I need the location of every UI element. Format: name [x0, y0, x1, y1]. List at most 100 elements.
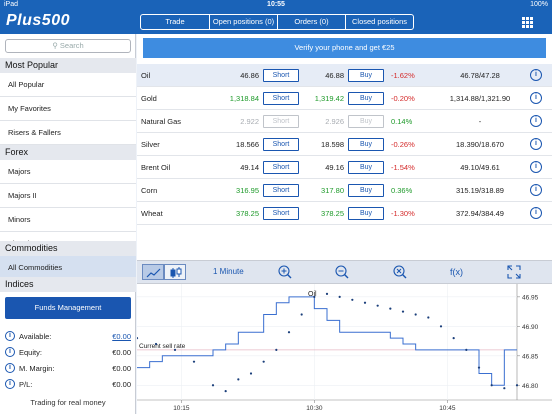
indicator-dot [477, 366, 481, 369]
indicator-dot [313, 295, 316, 298]
sidebar-item-all-commodities[interactable]: All Commodities [0, 256, 136, 280]
indicator-dot [427, 316, 430, 319]
line-chart-icon[interactable] [142, 264, 164, 280]
tab-closed-positions[interactable]: Closed positions [345, 15, 413, 29]
sell-price: 18.566 [236, 140, 259, 149]
instrument-row[interactable]: Oil 46.86 Short 46.88 Buy -1.62% 46.78/47.28 i [137, 64, 552, 87]
tab-bar: Trade Open positions (0) Orders (0) Clos… [140, 14, 414, 30]
buy-button[interactable]: Buy [348, 184, 384, 197]
high-low: - [478, 117, 482, 126]
zoom-in-icon[interactable] [277, 264, 293, 280]
instrument-row[interactable]: Corn 316.95 Short 317.80 Buy 0.36% 315.19/318.… [137, 179, 552, 202]
buy-button[interactable]: Buy [348, 69, 384, 82]
short-button[interactable]: Short [263, 207, 299, 220]
buy-price: 46.88 [325, 71, 344, 80]
instrument-row[interactable]: Silver 18.566 Short 18.598 Buy -0.26% 18.390/1… [137, 133, 552, 156]
info-icon[interactable]: i [530, 92, 542, 104]
change-percent: -0.26% [391, 140, 415, 149]
indicator-dot [452, 337, 455, 340]
high-low: 315.19/318.89 [456, 186, 504, 195]
info-icon[interactable]: i [530, 207, 542, 219]
short-button[interactable]: Short [263, 138, 299, 151]
section-forex: Forex [0, 145, 136, 160]
sidebar-item-majors[interactable]: Majors [0, 160, 136, 184]
price-chart[interactable]: 46.95 46.90 46.85 46.80 10:15 10:30 10:45 Curre… [137, 284, 552, 414]
short-button[interactable]: Short [263, 115, 299, 128]
indicator-dot [503, 387, 506, 390]
indicator-dot [376, 304, 379, 307]
indicator-dot [249, 372, 253, 375]
instrument-row[interactable]: Wheat 378.25 Short 378.25 Buy -1.30% 372.94/38… [137, 202, 552, 225]
instrument-name: Brent Oil [141, 163, 171, 172]
change-percent: -0.20% [391, 94, 415, 103]
indicator-dot [154, 342, 158, 346]
function-icon[interactable]: f(x) [450, 267, 463, 277]
info-icon[interactable]: i [530, 161, 542, 173]
sidebar-item-minors[interactable]: Minors [0, 208, 136, 232]
short-button[interactable]: Short [263, 161, 299, 174]
account-pl-value: €0.00 [112, 380, 131, 389]
y-tick-label: 46.95 [522, 294, 539, 301]
instrument-row[interactable]: Gold 1,318.84 Short 1,319.42 Buy -0.20% 1,314.… [137, 87, 552, 110]
instrument-row[interactable]: Brent Oil 49.14 Short 49.16 Buy -1.54% 49.10/4… [137, 156, 552, 179]
indicator-dot [192, 360, 196, 363]
account-margin: i M. Margin: €0.00 [5, 362, 131, 375]
zoom-fit-icon[interactable] [392, 264, 408, 280]
short-button[interactable]: Short [263, 184, 299, 197]
timeframe-selector[interactable]: 1 Minute [213, 267, 244, 276]
sidebar-item-risers-fallers[interactable]: Risers & Fallers [0, 121, 136, 145]
buy-price: 2.926 [325, 117, 344, 126]
short-button[interactable]: Short [263, 92, 299, 105]
info-icon[interactable]: i [5, 363, 15, 373]
buy-button[interactable]: Buy [348, 161, 384, 174]
grid-menu-icon[interactable] [522, 17, 533, 28]
indicator-dot [351, 298, 354, 301]
info-icon[interactable]: i [5, 347, 15, 357]
info-icon[interactable]: i [530, 184, 542, 196]
instrument-row[interactable]: Natural Gas 2.922 Short 2.926 Buy 0.14% - i [137, 110, 552, 133]
sell-price: 378.25 [236, 209, 259, 218]
instrument-name: Natural Gas [141, 117, 182, 126]
buy-button[interactable]: Buy [348, 115, 384, 128]
funds-management-button[interactable]: Funds Management [5, 297, 131, 319]
info-icon[interactable]: i [530, 69, 542, 81]
info-icon[interactable]: i [530, 138, 542, 150]
buy-button[interactable]: Buy [348, 92, 384, 105]
sidebar-item-all-popular[interactable]: All Popular [0, 73, 136, 97]
sell-price: 2.922 [240, 117, 259, 126]
info-icon[interactable]: i [530, 115, 542, 127]
candlestick-icon[interactable] [164, 264, 186, 280]
tab-open-positions[interactable]: Open positions (0) [209, 15, 277, 29]
tab-orders[interactable]: Orders (0) [277, 15, 345, 29]
short-button[interactable]: Short [263, 69, 299, 82]
buy-button[interactable]: Buy [348, 138, 384, 151]
indicator-dot [287, 331, 291, 334]
tab-trade[interactable]: Trade [165, 17, 185, 26]
sidebar-item-my-favorites[interactable]: My Favorites [0, 97, 136, 121]
sidebar: ⚲ Search Most Popular All Popular My Fav… [0, 34, 136, 414]
verify-phone-banner[interactable]: Verify your phone and get €25 [143, 38, 546, 58]
indicator-dot [237, 378, 240, 381]
sidebar-item-majors-ii[interactable]: Majors II [0, 184, 136, 208]
fullscreen-icon[interactable] [506, 264, 522, 280]
x-tick-label: 10:45 [439, 405, 456, 412]
buy-button[interactable]: Buy [348, 207, 384, 220]
indicator-dot [515, 384, 519, 387]
indicator-dot [137, 337, 139, 340]
account-margin-value: €0.00 [112, 364, 131, 373]
section-indices: Indices [0, 277, 136, 292]
info-icon[interactable]: i [5, 379, 15, 389]
current-rate-annotation: Current sell rate [139, 343, 186, 350]
chart-instrument-label: Oil [308, 291, 317, 298]
clock: 10:55 [267, 1, 285, 8]
zoom-out-icon[interactable] [334, 264, 350, 280]
indicator-dot [325, 292, 329, 295]
account-equity-label: Equity: [19, 348, 42, 357]
search-input[interactable]: ⚲ Search [5, 39, 131, 53]
change-percent: 0.14% [391, 117, 413, 126]
account-available-label: Available: [19, 332, 52, 341]
account-available-value[interactable]: €0.00 [112, 332, 131, 341]
x-tick-label: 10:15 [173, 405, 190, 412]
account-pl-label: P/L: [19, 380, 33, 389]
info-icon[interactable]: i [5, 331, 15, 341]
